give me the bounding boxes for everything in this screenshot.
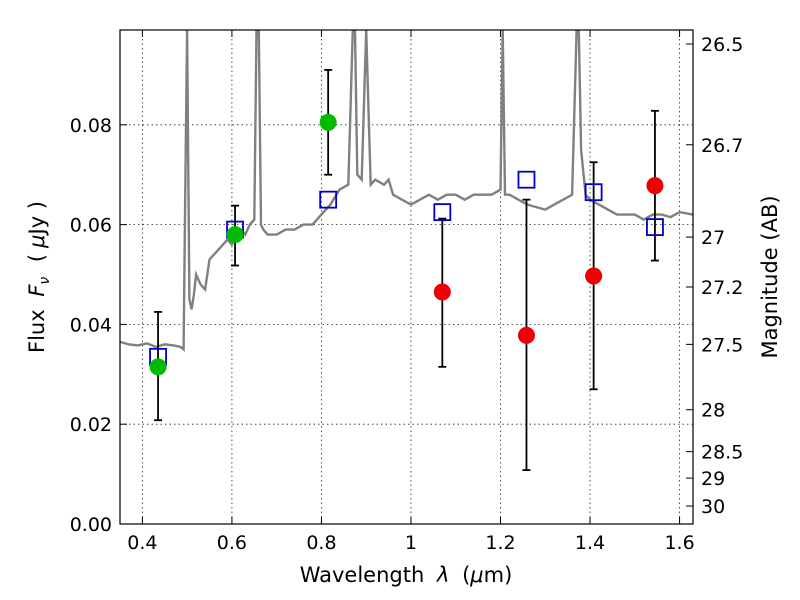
right-tick-label: 27.5 [701,334,743,356]
x-tick-label: 1.4 [575,532,605,554]
right-tick-label: 29 [701,468,725,490]
y-tick-label: 0.02 [70,414,112,436]
right-tick-label: 30 [701,496,725,518]
right-tick-label: 26.5 [701,34,743,56]
model-points-layer [149,170,664,366]
nondetection-point [517,326,535,344]
x-tick-label: 0.8 [306,532,336,554]
model-photometry-square [584,183,603,202]
model-photometry-square [646,218,664,237]
right-axis-title: Magnitude (AB) [758,195,782,358]
nondetection-point [585,267,603,285]
x-tick-label: 0.6 [217,532,247,554]
model-spectrum-line [120,30,693,352]
y-tick-label: 0.04 [70,314,112,336]
right-tick-label: 28 [701,400,725,422]
x-axis-ticks: 0.4 0.6 0.8 1 1.2 1.4 1.6 [127,30,695,554]
x-tick-label: 1.6 [664,532,694,554]
nondetection-point [433,283,451,301]
y-axis-ticks: 0.00 0.02 0.04 0.06 0.08 [70,115,127,536]
model-photometry-square [517,170,536,189]
detection-point [319,113,337,131]
y-tick-label: 0.08 [70,115,112,137]
x-axis-title: Wavelength λ (μm) [300,563,513,587]
right-tick-label: 27.2 [701,277,743,299]
x-tick-label: 1 [405,532,417,554]
detection-point [226,226,244,244]
error-bars-layer [154,69,659,472]
right-tick-label: 26.7 [701,135,743,157]
x-tick-label: 0.4 [127,532,157,554]
model-spectrum-layer [120,30,693,352]
y-tick-label: 0.06 [70,215,112,237]
plot-frame [119,29,694,525]
model-photometry-square [433,203,452,222]
right-axis-ticks: 26.5 26.7 27 27.2 27.5 28 28.5 29 30 [686,34,743,518]
nondetection-point [646,177,664,195]
right-tick-label: 28.5 [701,442,743,464]
grid [120,30,693,524]
observed-points-layer [149,113,664,376]
right-tick-label: 27 [701,227,725,249]
model-photometry-square [319,190,338,209]
y-axis-title: Flux Fν (μJy ) [25,201,54,353]
y-tick-label: 0.00 [70,514,112,536]
detection-point [149,358,167,376]
x-tick-label: 1.2 [485,532,515,554]
